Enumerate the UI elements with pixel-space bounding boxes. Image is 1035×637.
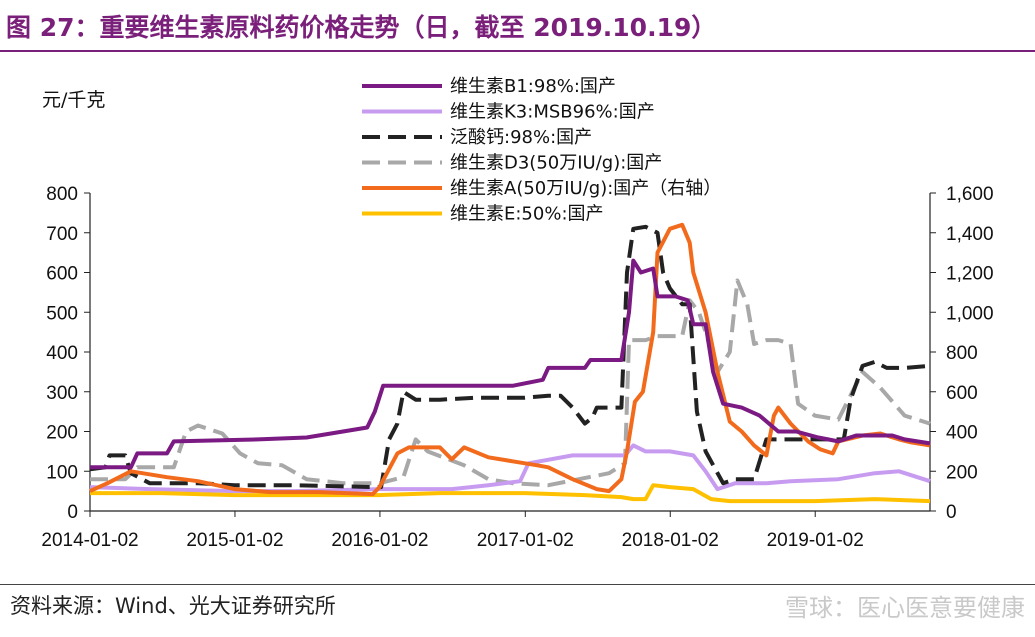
y2-tick-label: 600 (946, 383, 978, 404)
x-tick-label: 2015-01-02 (186, 530, 283, 551)
y2-tick-label: 400 (946, 423, 978, 444)
series-lines (89, 222, 931, 504)
x-tick-label: 2019-01-02 (767, 530, 864, 551)
y-tick-label: 700 (46, 224, 78, 245)
y-tick-label: 800 (46, 184, 78, 205)
axes: 0 100 200 300 400 500 600 700 800 0 200 400 600 800 1,… (41, 184, 993, 551)
legend-label: 维生素A(50万IU/g):国产（右轴） (450, 178, 721, 199)
y-tick-label: 100 (46, 462, 78, 483)
source-note: 资料来源：Wind、光大证券研究所 (10, 594, 336, 618)
y-tick-label: 600 (46, 264, 78, 285)
y-tick-label: 300 (46, 383, 78, 404)
y2-tick-label: 800 (946, 343, 978, 364)
x-tick-label: 2018-01-02 (622, 530, 719, 551)
y2-tick-label: 1,000 (946, 303, 994, 324)
x-tick-label: 2017-01-02 (477, 530, 574, 551)
series-line-5 (89, 222, 931, 497)
legend-label: 维生素E:50%:国产 (450, 204, 604, 225)
series-line-3 (89, 224, 931, 490)
series-line-2 (89, 443, 931, 494)
series-line-1 (90, 258, 931, 470)
figure-title: 图 27：重要维生素原料药价格走势（日，截至 2019.10.19） (6, 13, 717, 42)
y2-tick-label: 1,200 (946, 264, 994, 285)
y-axis-unit-label: 元/千克 (42, 89, 105, 111)
y2-tick-label: 1,400 (946, 224, 994, 245)
legend-label: 维生素D3(50万IU/g):国产 (450, 153, 662, 174)
x-tick-label: 2014-01-02 (41, 530, 138, 551)
y-tick-label: 200 (46, 423, 78, 444)
x-tick-label: 2016-01-02 (331, 530, 428, 551)
legend: 维生素B1:98%:国产维生素K3:MSB96%:国产泛酸钙:98%:国产维生素… (362, 76, 721, 225)
legend-label: 维生素B1:98%:国产 (450, 76, 616, 97)
y-tick-label: 500 (46, 303, 78, 324)
y2-tick-label: 1,600 (946, 184, 994, 205)
y-tick-label: 400 (46, 343, 78, 364)
watermark: 雪球：医心医意要健康 (785, 594, 1025, 622)
legend-label: 泛酸钙:98%:国产 (450, 127, 592, 148)
title-rule (0, 50, 1035, 52)
y2-tick-label: 0 (946, 502, 957, 523)
y-tick-label: 0 (67, 502, 78, 523)
series-line-4 (90, 278, 931, 488)
legend-label: 维生素K3:MSB96%:国产 (450, 102, 655, 123)
footer-rule (0, 584, 1035, 585)
series-line-6 (90, 483, 931, 504)
y2-tick-label: 200 (946, 462, 978, 483)
